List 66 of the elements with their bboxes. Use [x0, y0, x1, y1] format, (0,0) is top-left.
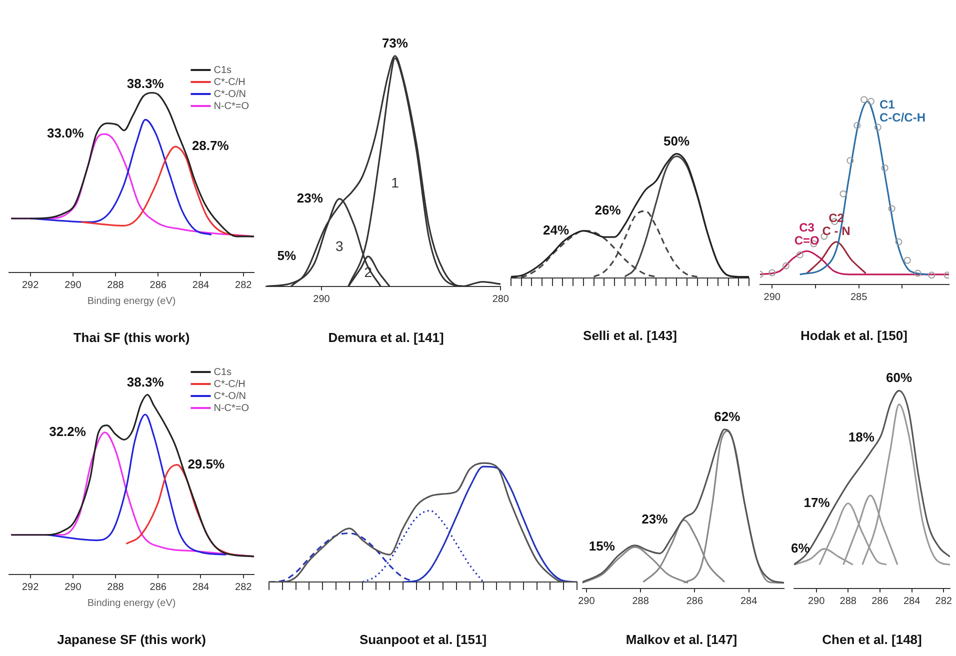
annotation: 23%: [642, 512, 668, 527]
legend-label: N-C*=O: [214, 402, 250, 414]
text: 38.3%: [126, 76, 164, 91]
x-tick-label: 288: [107, 582, 124, 594]
series-label: C1 C-C/C-H: [880, 98, 926, 125]
annotation: 33.0%: [46, 126, 84, 141]
legend-label: C1s: [214, 64, 232, 76]
x-tick-label: 292: [22, 582, 40, 594]
text: 50%: [664, 133, 690, 148]
annotation: 23%: [296, 190, 324, 206]
text: 62%: [714, 409, 741, 424]
x-tick-label: 284: [192, 280, 210, 292]
annotation: 26%: [594, 202, 622, 218]
annotation: 5%: [277, 248, 296, 264]
x-tick-label: 290: [808, 596, 826, 608]
legend-label: C*-C/H: [214, 378, 246, 390]
annotation: 28.7%: [192, 138, 230, 154]
legend-label: C*-O/N: [214, 88, 246, 100]
x-tick-label: 284: [903, 596, 921, 608]
x-tick-label: 290: [578, 596, 596, 608]
x-tick-label: 292: [22, 280, 40, 292]
text: Chen et al. [148]: [822, 632, 922, 647]
series-label: 3: [336, 238, 344, 254]
x-tick-label: 288: [107, 280, 124, 292]
annotation: 24%: [543, 222, 570, 238]
x-axis-title: Binding energy (eV): [87, 296, 176, 308]
x-tick-label: 288: [840, 596, 857, 608]
x-axis-title: Binding energy (eV): [87, 598, 176, 610]
text: Demura et al. [141]: [328, 330, 444, 345]
x-tick-label: 282: [235, 280, 252, 292]
text: 73%: [382, 35, 408, 50]
text: Selli et al. [143]: [583, 328, 677, 343]
x-tick-label: 285: [850, 292, 868, 304]
series-label: 1: [391, 174, 400, 191]
legend-label: C1s: [214, 366, 232, 378]
annotation: 32.2%: [49, 424, 86, 440]
legend-label: C*-C/H: [214, 76, 246, 88]
x-tick-label: 290: [64, 280, 82, 292]
legend-label: N-C*=O: [214, 100, 250, 112]
x-tick-label: 290: [764, 292, 781, 304]
text: 60%: [886, 370, 913, 386]
series-label: C3 C=O: [794, 220, 820, 248]
legend-label: C*-O/N: [214, 390, 246, 402]
annotation: 29.5%: [188, 456, 225, 472]
text: 38.3%: [126, 374, 164, 390]
x-tick-label: 286: [150, 582, 167, 594]
x-tick-label: 284: [192, 582, 210, 594]
text: Thai SF (this work): [73, 330, 190, 345]
annotation: 15%: [588, 538, 616, 554]
annotation: 18%: [848, 430, 875, 445]
x-tick-label: 282: [935, 596, 952, 608]
annotation: 17%: [804, 494, 830, 510]
x-tick-label: 286: [686, 596, 704, 608]
x-tick-label: 290: [64, 582, 82, 594]
annotation: 6%: [790, 540, 810, 556]
x-tick-label: 280: [492, 294, 510, 306]
x-tick-label: 284: [740, 596, 758, 608]
text: Malkov et al. [147]: [626, 632, 738, 647]
x-tick-label: 282: [235, 582, 252, 594]
x-tick-label: 286: [872, 596, 889, 608]
text: Hodak et al. [150]: [800, 328, 908, 343]
x-tick-label: 288: [632, 596, 650, 608]
x-tick-label: 290: [313, 294, 330, 306]
text: Japanese SF (this work): [57, 632, 206, 647]
x-tick-label: 286: [150, 280, 167, 292]
text: Suanpoot et al. [151]: [359, 632, 487, 647]
